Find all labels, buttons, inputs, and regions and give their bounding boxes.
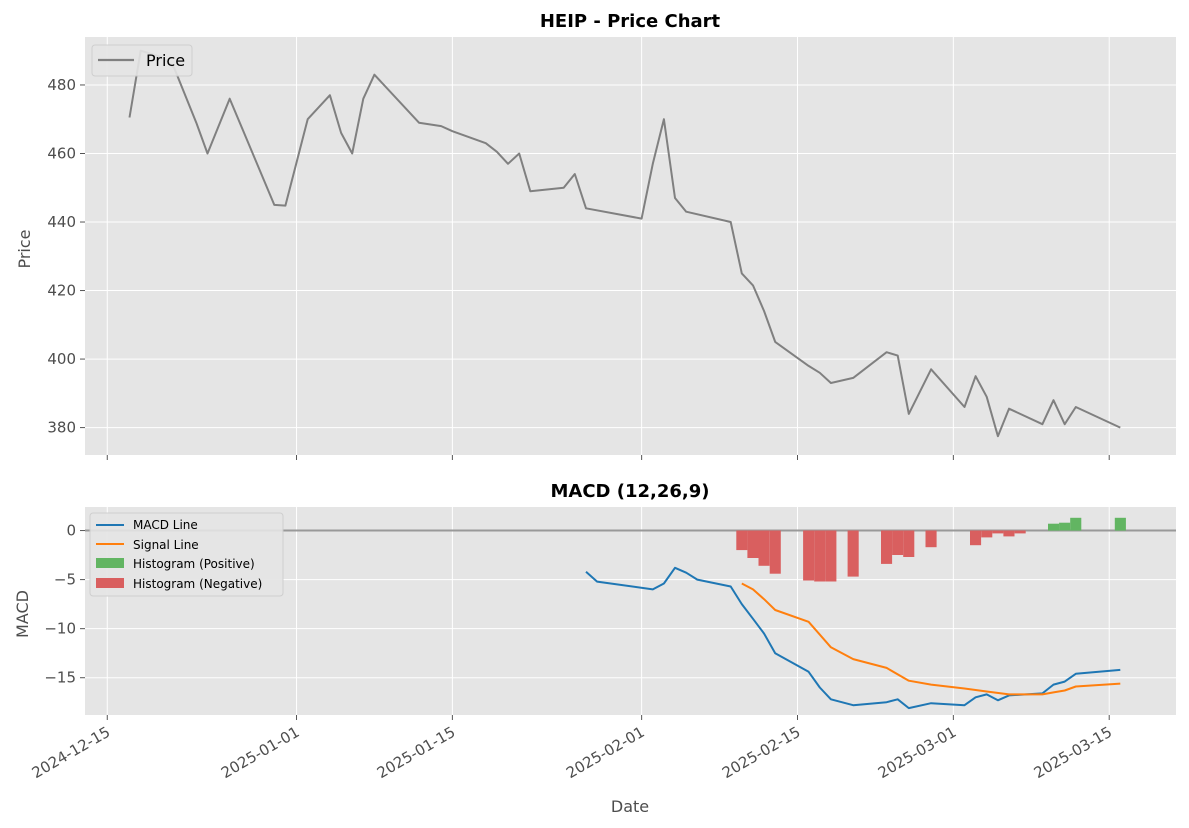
- histogram-bar-negative: [803, 530, 815, 581]
- histogram-positive-legend-swatch: [96, 558, 124, 568]
- macd-line-legend-label: MACD Line: [133, 518, 198, 532]
- x-tick-label: 2024-12-15: [29, 723, 114, 782]
- price-y-ticks: 380 400 420 440 460 480: [47, 76, 85, 437]
- x-tick-label: 2025-02-01: [563, 723, 648, 782]
- macd-y-axis-label: MACD: [13, 590, 32, 638]
- histogram-bar-negative: [747, 530, 759, 558]
- price-legend-label: Price: [146, 51, 185, 70]
- macd-y-tick-label: −15: [44, 669, 76, 687]
- macd-legend: MACD Line Signal Line Histogram (Positiv…: [89, 512, 284, 597]
- macd-legend-box: [89, 512, 284, 597]
- histogram-bar-negative: [892, 530, 904, 555]
- histogram-bar-negative: [925, 530, 937, 548]
- macd-chart-panel: −15 −10 −5 0 2024-12-15 2025-01-01 2025-01-15…: [13, 481, 1176, 816]
- histogram-bar-positive: [1048, 523, 1060, 531]
- histogram-bar-positive: [1114, 517, 1126, 531]
- x-tick-label: 2025-03-01: [875, 723, 960, 782]
- price-y-tick-label: 460: [47, 144, 76, 162]
- histogram-bar-positive: [1070, 517, 1082, 531]
- histogram-bar-negative: [736, 530, 748, 551]
- price-legend: Price: [91, 44, 193, 77]
- x-tick-label: 2025-03-15: [1031, 723, 1116, 782]
- histogram-bar-negative: [769, 530, 781, 574]
- macd-chart-title: MACD (12,26,9): [550, 481, 709, 502]
- price-y-tick-label: 420: [47, 282, 76, 300]
- price-y-tick-label: 380: [47, 419, 76, 437]
- signal-line-legend-label: Signal Line: [133, 538, 199, 552]
- histogram-bar-negative: [881, 530, 893, 564]
- macd-y-tick-label: 0: [66, 522, 76, 540]
- price-y-tick-label: 440: [47, 213, 76, 231]
- price-grid: [85, 37, 1176, 455]
- histogram-negative-legend-label: Histogram (Negative): [133, 577, 262, 591]
- price-y-tick-label: 480: [47, 76, 76, 94]
- histogram-bar-negative: [981, 530, 993, 538]
- histogram-bar-negative: [1014, 530, 1026, 534]
- histogram-bar-negative: [992, 530, 1004, 534]
- price-chart-panel: 380 400 420 440 460 480 HEIP - Price Chart Pr…: [15, 11, 1176, 460]
- x-tick-label: 2025-02-15: [719, 723, 804, 782]
- price-chart-title: HEIP - Price Chart: [540, 11, 721, 32]
- histogram-positive-legend-label: Histogram (Positive): [133, 557, 255, 571]
- macd-y-ticks: −15 −10 −5 0: [44, 522, 85, 687]
- x-tick-label: 2025-01-01: [218, 723, 303, 782]
- price-series: [128, 49, 1121, 438]
- histogram-bar-negative: [825, 530, 837, 582]
- histogram-bar-negative: [970, 530, 982, 546]
- price-legend-box: [91, 44, 193, 77]
- x-tick-label: 2025-01-15: [374, 723, 459, 782]
- histogram-bar-negative: [1003, 530, 1015, 537]
- signal-line: [741, 582, 1121, 696]
- histogram-bar-negative: [758, 530, 770, 566]
- price-x-tick-marks: [106, 455, 1110, 460]
- price-plot-background: [85, 37, 1176, 455]
- histogram-bar-negative: [903, 530, 915, 557]
- histogram-negative-legend-swatch: [96, 578, 124, 588]
- macd-series: [585, 566, 1121, 710]
- price-y-tick-label: 400: [47, 350, 76, 368]
- macd-histogram: [736, 517, 1126, 582]
- x-axis-label: Date: [611, 797, 649, 816]
- macd-y-tick-label: −5: [54, 571, 76, 589]
- price-line: [128, 49, 1121, 438]
- histogram-bar-negative: [814, 530, 826, 582]
- macd-x-ticks: 2024-12-15 2025-01-01 2025-01-15 2025-02-01…: [29, 715, 1115, 782]
- macd-y-tick-label: −10: [44, 620, 76, 638]
- histogram-bar-positive: [1059, 522, 1071, 531]
- histogram-bar-negative: [847, 530, 859, 577]
- price-y-axis-label: Price: [15, 229, 34, 268]
